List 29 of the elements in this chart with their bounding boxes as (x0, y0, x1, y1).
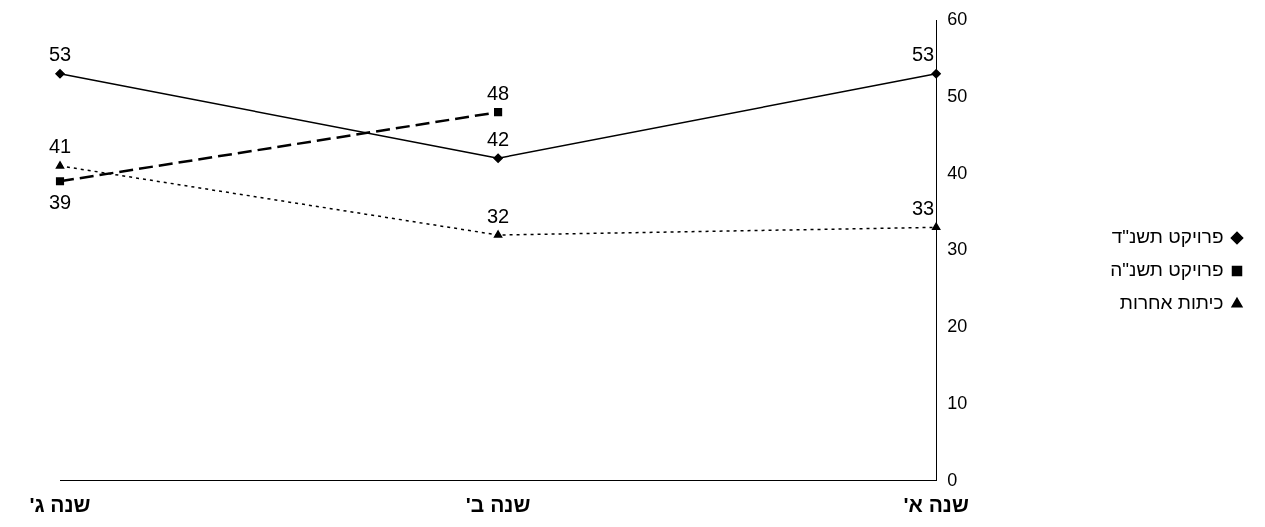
data-label: 39 (48, 190, 72, 213)
y-tick-label: 10 (947, 392, 968, 413)
point (494, 108, 503, 117)
y-tick-label: 50 (947, 85, 968, 106)
y-tick-label: 0 (947, 469, 958, 490)
data-label: 41 (48, 135, 72, 158)
point (493, 153, 503, 163)
point (55, 161, 65, 169)
point (931, 222, 941, 231)
point (55, 69, 65, 79)
y-tick-label: 20 (947, 316, 968, 337)
y-tick-label: 40 (947, 162, 968, 183)
point (931, 69, 941, 79)
legend-label: פרויקט תשנ"ד (1111, 226, 1224, 248)
legend-label: כיתות אחרות (1119, 292, 1224, 314)
data-label: 53 (911, 43, 935, 66)
y-tick-label: 60 (947, 8, 968, 29)
y-tick-label: 30 (947, 239, 968, 260)
point (493, 230, 503, 238)
data-label: 32 (486, 204, 510, 227)
data-label: 48 (486, 81, 510, 104)
x-tick-label: שנה ג' (29, 493, 91, 517)
data-label: 53 (48, 43, 72, 66)
data-label: 33 (911, 196, 935, 219)
x-tick-label: שנה ב' (465, 493, 531, 517)
x-tick-label: שנה א' (903, 493, 969, 517)
data-label: 42 (486, 127, 510, 150)
point (55, 177, 65, 186)
legend-label: פרויקט תשנ"ה (1110, 259, 1224, 281)
